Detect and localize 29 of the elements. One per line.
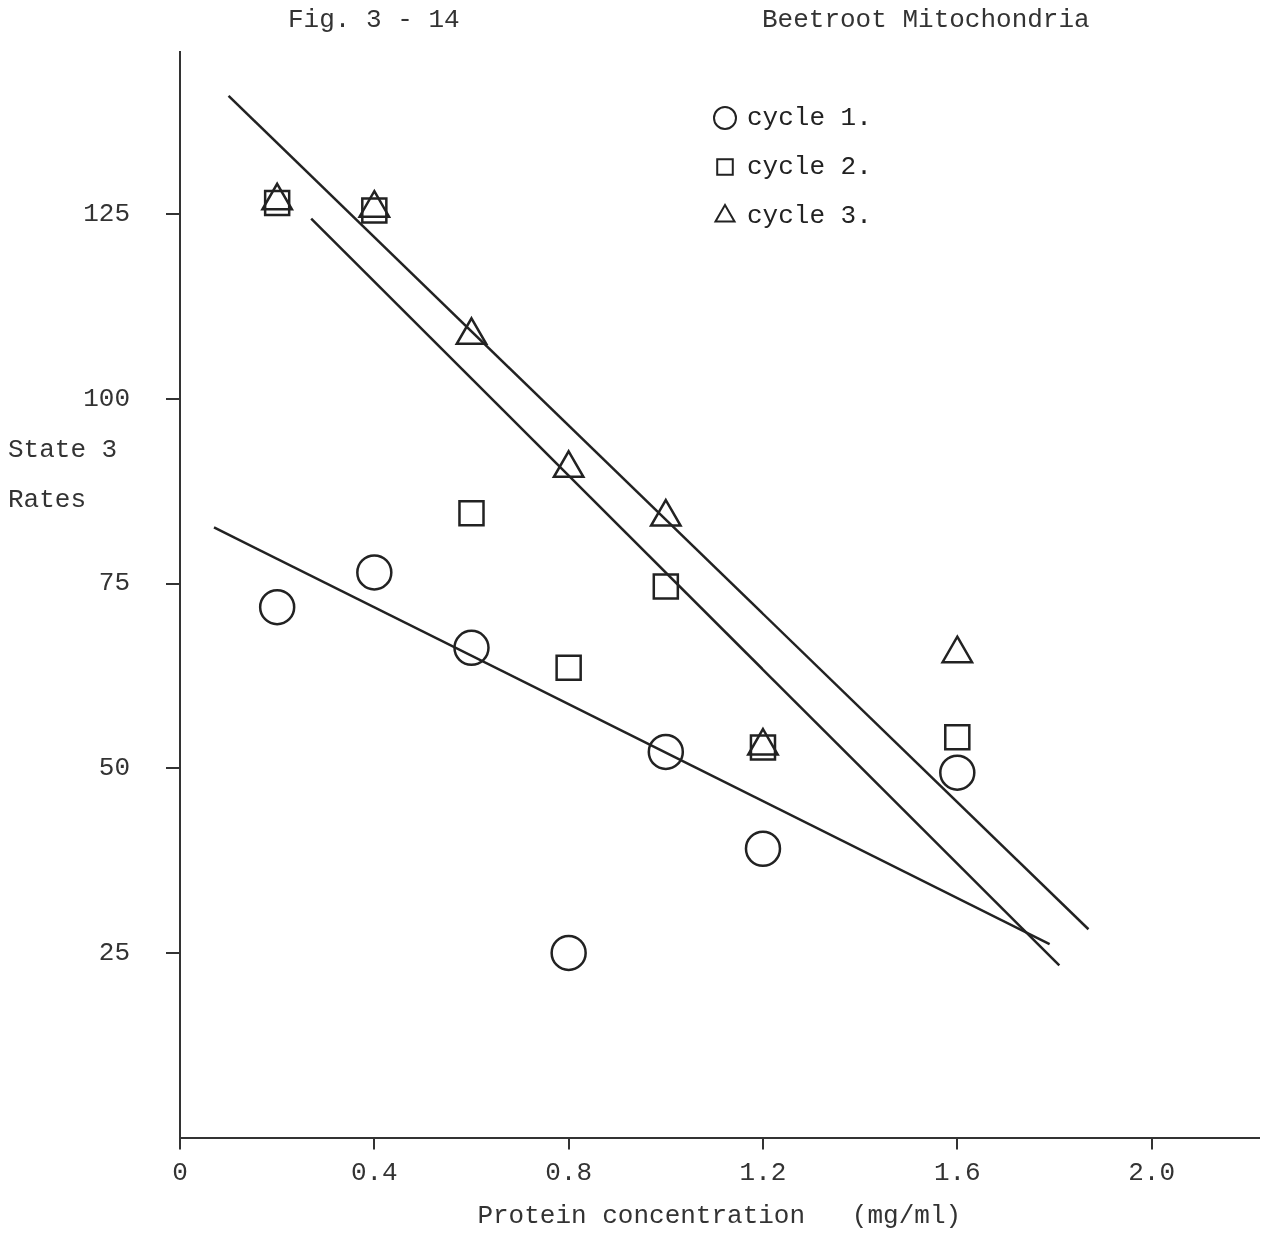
x-tick-label: 2.0 [1128,1158,1176,1189]
chart-subtitle: Beetroot Mitochondria [762,4,1090,35]
y-tick-label: 125 [83,199,130,230]
y-tick-label: 50 [98,753,130,784]
x-tick-label: 0.4 [350,1158,398,1189]
point [356,554,393,591]
x-axis-title: Protein concentration (mg/ml) [477,1201,962,1232]
point [458,500,485,527]
y-tick-label: 75 [98,568,130,599]
legend-label: cycle 2. [747,151,872,182]
legend-label: cycle 3. [747,200,872,231]
point [550,934,587,972]
point [652,573,680,600]
point [744,830,782,867]
y-tick-label: 100 [83,383,130,414]
point [939,754,976,791]
point [944,723,971,751]
y-axis-title: State 3 Rates [8,435,118,516]
legend-label: cycle 1. [747,102,872,133]
point [647,733,685,771]
x-tick-label: 1.6 [933,1158,981,1189]
y-tick-label: 25 [98,937,130,968]
point [453,629,490,667]
point [555,654,582,682]
chart-title: Fig. 3 - 14 [288,4,460,35]
x-tick-label: 0.8 [545,1158,593,1189]
x-tick-label: 0 [172,1158,188,1189]
x-tick-label: 1.2 [739,1158,787,1189]
point [258,588,296,626]
